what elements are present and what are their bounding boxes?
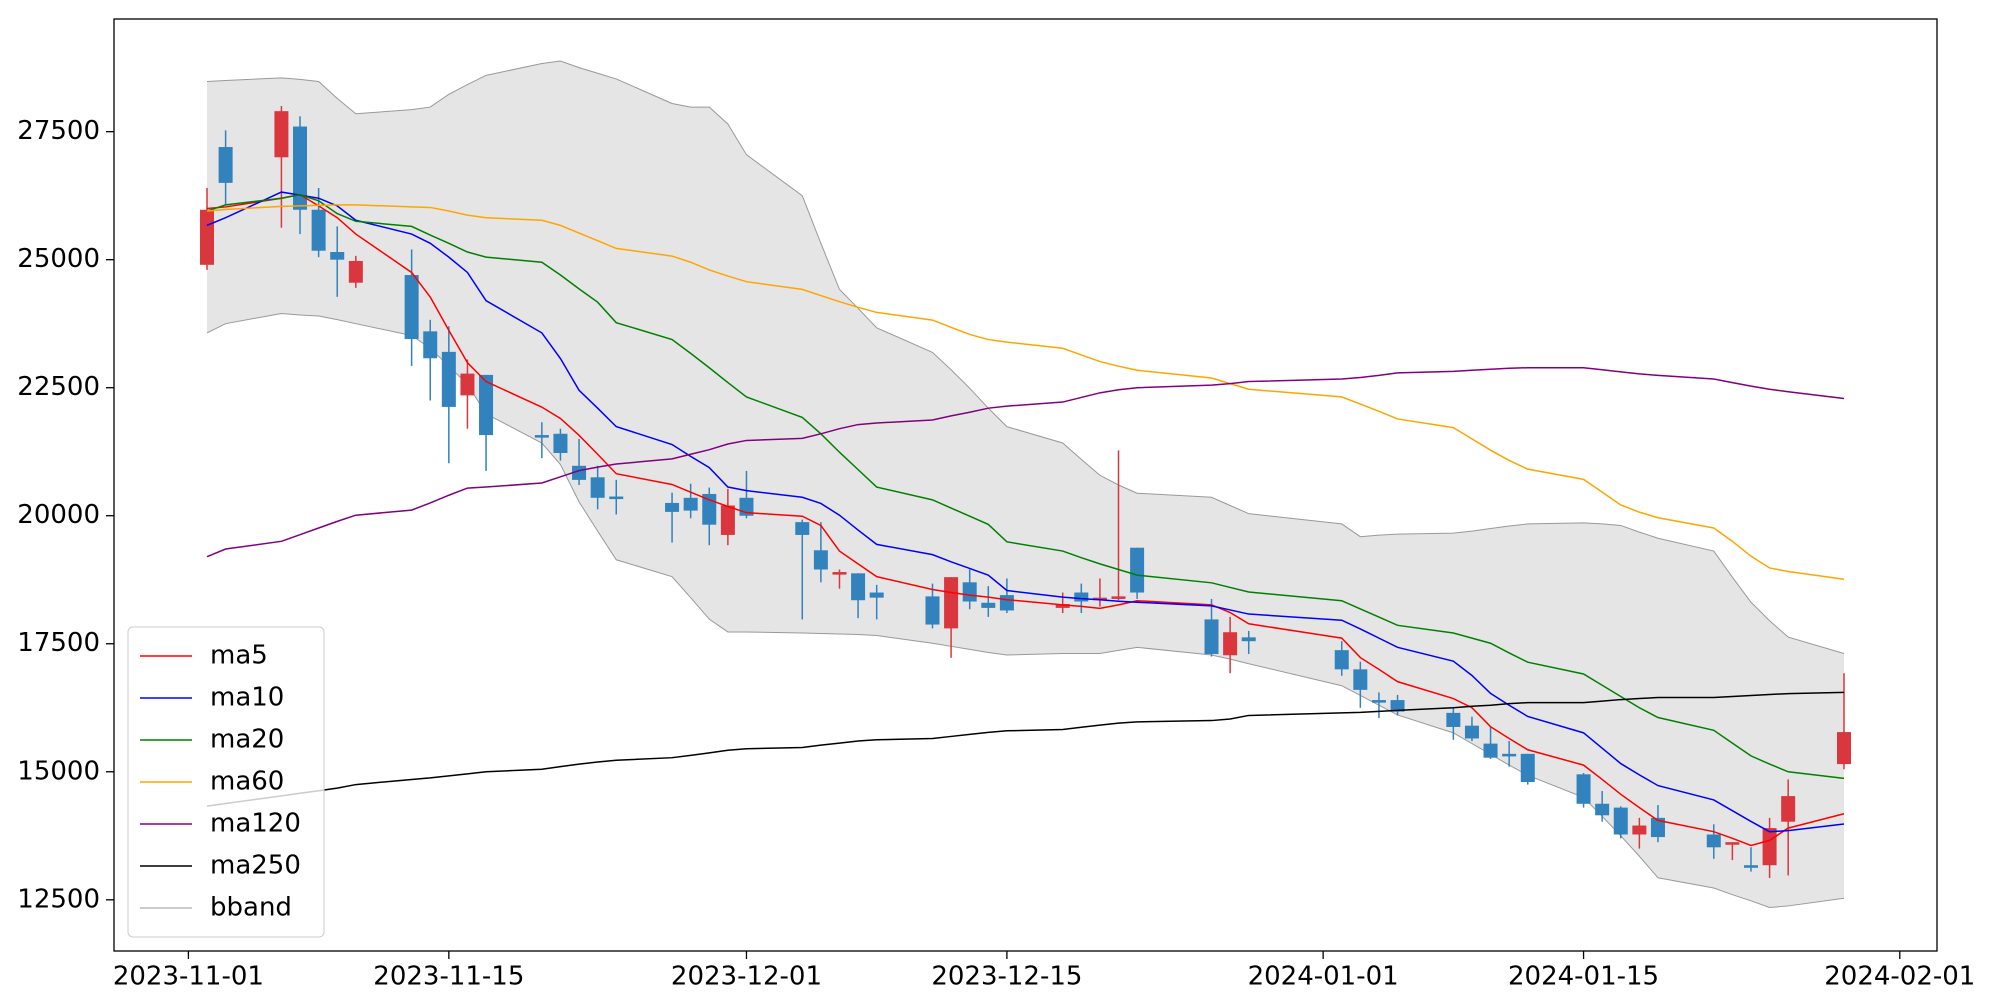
candle-body: [1092, 597, 1107, 601]
candle-body: [1706, 834, 1721, 848]
candle-body: [1334, 650, 1349, 670]
ma-line: [206, 691, 1845, 807]
legend-label: ma250: [210, 851, 301, 881]
candle-body: [1502, 753, 1517, 757]
legend-box: [127, 626, 325, 938]
candle-body: [683, 497, 698, 511]
candle-body: [1130, 547, 1145, 593]
candle-body: [274, 111, 289, 158]
y-tick-label: 15000: [17, 756, 100, 786]
candle-body: [1483, 743, 1498, 758]
y-tick-label: 12500: [17, 884, 100, 914]
candle-body: [330, 252, 345, 260]
candle-body: [1520, 753, 1535, 783]
candle-body: [1613, 807, 1628, 835]
legend-label: ma120: [210, 809, 301, 839]
plot-frame: [113, 18, 1938, 952]
candle-body: [311, 209, 326, 251]
x-tick-label: 2023-11-15: [373, 962, 524, 992]
y-tick-label: 27500: [17, 116, 100, 146]
candle-body: [479, 374, 494, 436]
legend-label: ma20: [210, 725, 284, 755]
candle-body: [925, 596, 940, 625]
legend-label: bband: [210, 893, 292, 923]
bband-upper: [206, 60, 1845, 654]
candle-body: [1762, 828, 1777, 866]
y-tick-label: 25000: [17, 244, 100, 274]
x-tick-label: 2024-01-01: [1248, 962, 1399, 992]
candle-body: [1055, 604, 1070, 608]
y-tick-label: 17500: [17, 628, 100, 658]
ma-line: [206, 366, 1845, 558]
candle-body: [1595, 803, 1610, 816]
candle-body: [348, 260, 363, 283]
candle-body: [1371, 700, 1386, 703]
candle-body: [1241, 637, 1256, 642]
candle-body: [813, 550, 828, 570]
candle-body: [1111, 596, 1126, 599]
candle-body: [869, 592, 884, 598]
x-tick-label: 2023-11-01: [113, 962, 264, 992]
ma-line: [206, 191, 1845, 833]
candle-body: [1725, 842, 1740, 845]
candle-body: [1632, 825, 1647, 835]
x-tick-label: 2024-01-15: [1508, 962, 1659, 992]
candle-body: [665, 502, 680, 512]
y-tick-label: 20000: [17, 500, 100, 530]
candle-body: [832, 572, 847, 575]
x-tick-label: 2023-12-15: [931, 962, 1082, 992]
candle-body: [460, 373, 475, 396]
candle-body: [1464, 725, 1479, 739]
candle-body: [795, 522, 810, 535]
candle-body: [404, 275, 419, 340]
ma-line: [206, 193, 1845, 847]
ma-line: [206, 193, 1845, 780]
candle-body: [423, 331, 438, 359]
candle-body: [1576, 774, 1591, 804]
y-tick-label: 22500: [17, 372, 100, 402]
bband-area: [207, 60, 1844, 908]
candle-body: [1743, 865, 1758, 868]
candle-body: [1223, 632, 1238, 656]
x-tick-label: 2024-02-01: [1824, 962, 1975, 992]
candle-body: [851, 573, 866, 601]
legend-label: ma60: [210, 767, 284, 797]
candle-body: [590, 477, 605, 498]
legend-label: ma10: [210, 683, 284, 713]
candle-body: [962, 582, 977, 602]
candle-body: [1650, 817, 1665, 838]
candle-body: [1074, 592, 1089, 602]
legend-label: ma5: [210, 641, 268, 671]
x-tick-label: 2023-12-01: [671, 962, 822, 992]
ma-line: [206, 204, 1845, 580]
candle-body: [609, 496, 624, 500]
candle-body: [553, 433, 568, 453]
candle-body: [981, 602, 996, 608]
candle-body: [1836, 732, 1851, 765]
candle-body: [293, 126, 308, 210]
candle-body: [534, 435, 549, 438]
candle-body: [1390, 700, 1405, 712]
candle-body: [1781, 796, 1796, 822]
candle-body: [200, 209, 215, 265]
candle-body: [1353, 669, 1368, 690]
candle-body: [1204, 619, 1219, 654]
candle-body: [441, 351, 456, 407]
candle-body: [999, 595, 1014, 611]
candle-body: [218, 147, 233, 183]
candle-body: [944, 577, 959, 629]
candle-body: [720, 505, 735, 535]
candle-body: [1446, 712, 1461, 727]
